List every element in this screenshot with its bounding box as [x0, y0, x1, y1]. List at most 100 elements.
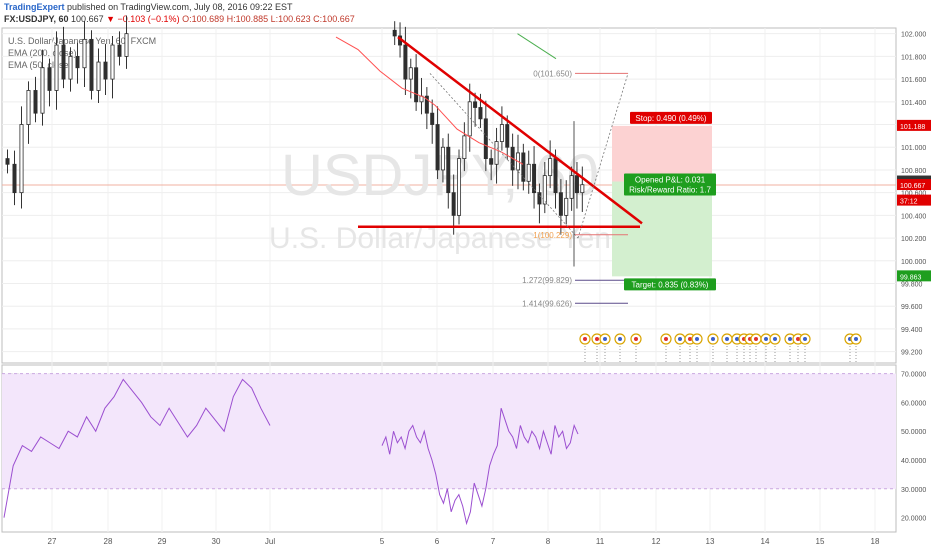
time-tick-label: 18 [871, 537, 880, 546]
candle-body [408, 67, 413, 80]
upper-trendline [397, 36, 643, 225]
candle-body [19, 124, 24, 194]
candle-body [110, 44, 115, 80]
rsi-tick-label: 20.0000 [901, 516, 926, 523]
candle-body [489, 158, 494, 165]
price-label-box [897, 119, 931, 131]
candle-body [446, 146, 451, 194]
price-change: ▼ −0.103 (−0.1%) [106, 14, 180, 24]
ema200-line [517, 33, 557, 60]
time-tick-label: 28 [104, 537, 113, 546]
event-flag-dot [796, 337, 800, 341]
published-text: published on TradingView.com, July 08, 2… [67, 2, 293, 12]
ema50-legend: EMA (50, close) [8, 60, 72, 70]
price-tick-label: 101.800 [901, 54, 926, 61]
event-flag-dot [711, 337, 715, 341]
time-tick-label: 5 [380, 537, 385, 546]
target-zone [612, 181, 712, 277]
candle-body [40, 67, 45, 114]
time-tick-label: 7 [491, 537, 496, 546]
pair-legend: U.S. Dollar/Japanese Yen, 60, FXCM [8, 36, 157, 46]
rsi-tick-label: 70.0000 [901, 372, 926, 379]
candle-body [103, 61, 108, 80]
candle-body [26, 90, 31, 125]
event-flag-dot [854, 337, 858, 341]
author-name[interactable]: TradingExpert [4, 2, 65, 12]
time-tick-label: 8 [546, 537, 551, 546]
event-flag-dot [773, 337, 777, 341]
pnl-label-box [624, 173, 716, 196]
event-flag-dot [754, 337, 758, 341]
event-flag-dot [583, 337, 587, 341]
price-tick-label: 100.800 [901, 168, 926, 175]
candle-body [82, 38, 87, 69]
event-flag-dot [664, 337, 668, 341]
time-tick-label: 12 [652, 537, 661, 546]
fib-level-label: 1.272(99.829) [522, 276, 572, 285]
time-tick-label: 15 [816, 537, 825, 546]
publish-line: TradingExpert published on TradingView.c… [4, 2, 293, 12]
rsi-line-june [3, 378, 271, 518]
time-tick-label: 11 [596, 537, 605, 546]
candle-body [542, 175, 547, 205]
fib-level-label: 1.414(99.626) [522, 299, 572, 308]
candle-body [537, 192, 542, 205]
candle-body [451, 192, 456, 216]
rsi-line-july [381, 408, 579, 526]
event-flag-dot [688, 337, 692, 341]
candle-body [414, 67, 419, 103]
price-label-text: 99.863 [900, 274, 922, 281]
candle-body [5, 158, 10, 165]
price-tick-label: 99.400 [901, 327, 923, 334]
price-label-box [897, 270, 931, 282]
rsi-band [2, 373, 896, 489]
candle-body [548, 158, 553, 177]
candle-body [478, 107, 483, 120]
rsi-pane: 70.0000 60.0000 50.0000 40.0000 30.0000 20.00… [2, 372, 926, 526]
stop-label: Stop: 0.490 (0.49%) [635, 114, 706, 123]
event-flag-dot [803, 337, 807, 341]
candle-body [424, 95, 429, 114]
time-axis: 27 28 29 30 Jul 5 6 7 8 11 12 13 14 15 18 [48, 537, 880, 546]
price-tick-label: 99.200 [901, 350, 923, 357]
price-label-text: 101.188 [900, 124, 925, 131]
candle-body [124, 33, 129, 57]
fib-level-label: 0(101.650) [533, 69, 572, 78]
price-tick-label: 100.200 [901, 236, 926, 243]
time-tick-label: Jul [265, 537, 275, 546]
rsi-tick-label: 50.0000 [901, 429, 926, 436]
price-tick-label: 101.600 [901, 77, 926, 84]
price-tick-label: 100.600 [901, 191, 926, 198]
candle-body [61, 44, 66, 80]
fib-levels: 0(101.650) 1(100.229) 1.272(99.829) 1.414(9… [522, 69, 628, 308]
candle-body [392, 29, 397, 37]
price-tick-label: 101.000 [901, 145, 926, 152]
price-label-text: 100.667 [900, 183, 925, 190]
event-flag-dot [678, 337, 682, 341]
event-flag-dot [764, 337, 768, 341]
candle-body [12, 163, 17, 194]
price-label-box [897, 194, 931, 206]
event-flag-dot [595, 337, 599, 341]
candle-body [499, 124, 504, 142]
candle-body [564, 197, 569, 216]
target-label: Target: 0.835 (0.83%) [632, 280, 709, 289]
candle-body [89, 38, 94, 91]
candle-body [403, 44, 408, 80]
candle-body [473, 101, 478, 108]
candle-body [33, 90, 38, 114]
symbol-line: FX:USDJPY, 60 100.667 ▼ −0.103 (−0.1%) O… [4, 14, 355, 24]
price-tick-label: 100.400 [901, 213, 926, 220]
candle-body [96, 61, 101, 91]
candle-body [462, 135, 467, 159]
candle-body [580, 184, 585, 194]
price-pane-frame [1, 27, 897, 364]
candles [5, 15, 585, 267]
price-tick-label: 99.600 [901, 304, 923, 311]
rsi-tick-label: 60.0000 [901, 400, 926, 407]
time-tick-label: 29 [158, 537, 167, 546]
overlay-lines [335, 33, 643, 239]
candle-body [68, 55, 73, 80]
